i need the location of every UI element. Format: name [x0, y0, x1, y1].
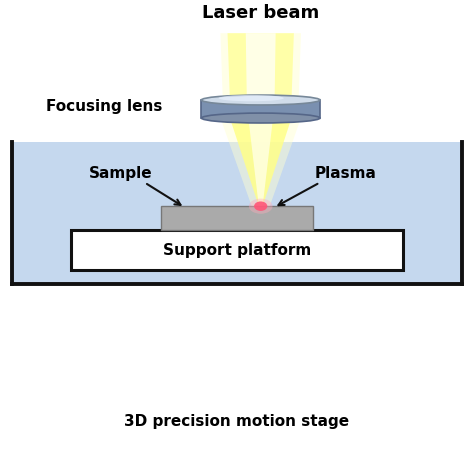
- Bar: [201, 100, 320, 118]
- Polygon shape: [228, 33, 294, 100]
- Polygon shape: [220, 118, 301, 206]
- Bar: [12, 142, 462, 284]
- Ellipse shape: [219, 95, 284, 101]
- Ellipse shape: [201, 113, 320, 123]
- Text: Focusing lens: Focusing lens: [46, 99, 163, 114]
- Ellipse shape: [254, 201, 267, 211]
- Ellipse shape: [201, 95, 320, 105]
- Polygon shape: [246, 33, 276, 100]
- Polygon shape: [220, 33, 301, 100]
- Text: Sample: Sample: [89, 165, 153, 181]
- Text: Support platform: Support platform: [163, 243, 311, 257]
- Ellipse shape: [249, 199, 273, 214]
- Text: Laser beam: Laser beam: [202, 4, 319, 22]
- Bar: [161, 206, 313, 230]
- Text: Plasma: Plasma: [315, 165, 377, 181]
- Bar: [71, 230, 403, 270]
- Polygon shape: [248, 118, 273, 206]
- Polygon shape: [230, 118, 292, 206]
- Text: 3D precision motion stage: 3D precision motion stage: [125, 414, 349, 429]
